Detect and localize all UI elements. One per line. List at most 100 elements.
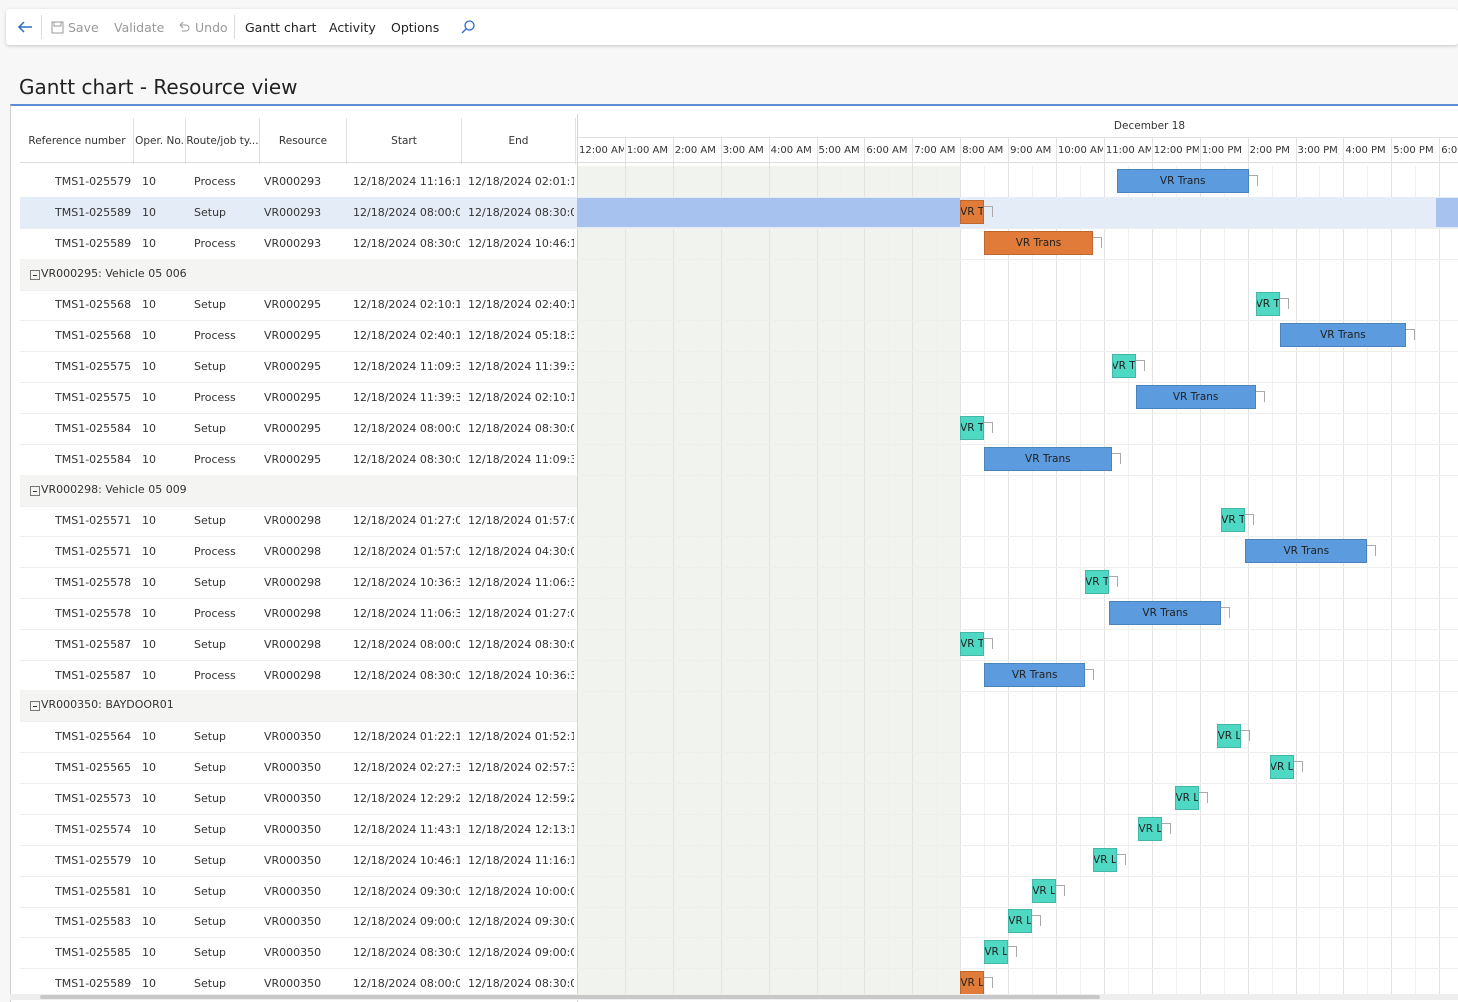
minus — [33, 706, 37, 707]
cell-start: 12/18/2024 08:00:00 — [353, 977, 460, 990]
undo-button[interactable]: Undo — [195, 20, 228, 35]
gantt-bar[interactable]: VR L — [960, 971, 984, 995]
cell-ref: TMS1-025583 — [55, 915, 132, 928]
gantt-bar[interactable]: VR T — [960, 200, 984, 224]
cell-end: 12/18/2024 01:57:00 — [468, 514, 574, 527]
cell-end: 12/18/2024 02:10:12 — [468, 391, 574, 404]
cell-route: Setup — [194, 298, 258, 311]
cell-ref: TMS1-025578 — [55, 607, 132, 620]
search-button[interactable] — [460, 19, 476, 35]
gantt-bar[interactable]: VR Trans — [984, 447, 1111, 471]
gantt-bar[interactable]: VR L — [1032, 879, 1056, 903]
column-header[interactable]: Route/job ty... — [186, 118, 260, 164]
connector — [1199, 792, 1208, 803]
gantt-bar[interactable]: VR T — [1085, 570, 1109, 594]
connector — [984, 206, 993, 217]
cell-start: 12/18/2024 08:00:00 — [353, 206, 460, 219]
cell-oper: 10 — [142, 453, 184, 466]
cell-route: Process — [194, 329, 258, 342]
gantt-bar[interactable]: VR T — [960, 416, 984, 440]
collapse-toggle[interactable] — [30, 486, 40, 496]
cell-route: Setup — [194, 792, 258, 805]
cell-resource: VR000298 — [264, 545, 345, 558]
gantt-bar[interactable]: VR Trans — [1280, 323, 1406, 347]
cell-ref: TMS1-025589 — [55, 206, 132, 219]
back-button[interactable] — [16, 19, 34, 35]
gantt-bar[interactable]: VR L — [1008, 909, 1032, 933]
cell-resource: VR000350 — [264, 823, 345, 836]
minus — [33, 491, 37, 492]
cell-route: Setup — [194, 915, 258, 928]
separator — [41, 15, 42, 39]
column-header[interactable]: End — [462, 118, 576, 164]
cell-oper: 10 — [142, 514, 184, 527]
cell-route: Process — [194, 669, 258, 682]
collapse-toggle[interactable] — [30, 270, 40, 280]
cell-resource: VR000298 — [264, 669, 345, 682]
connector — [1241, 730, 1250, 741]
cell-route: Setup — [194, 730, 258, 743]
gantt-bar[interactable]: VR T — [1112, 354, 1136, 378]
cell-start: 12/18/2024 08:00:00 — [353, 638, 460, 651]
cell-ref: TMS1-025573 — [55, 792, 132, 805]
cell-ref: TMS1-025574 — [55, 823, 132, 836]
gantt-bar[interactable]: VR L — [1175, 786, 1199, 810]
cell-end: 12/18/2024 11:09:36 — [468, 453, 574, 466]
minus — [33, 275, 37, 276]
collapse-toggle[interactable] — [30, 701, 40, 711]
cell-ref: TMS1-025584 — [55, 422, 132, 435]
cell-oper: 10 — [142, 545, 184, 558]
cell-end: 12/18/2024 08:30:00 — [468, 977, 574, 990]
gantt-bar[interactable]: VR L — [1270, 755, 1294, 779]
cell-ref: TMS1-025587 — [55, 669, 132, 682]
hour-label: 9:00 AM — [1010, 145, 1055, 156]
connector — [1280, 298, 1289, 309]
validate-button[interactable]: Validate — [114, 20, 164, 35]
column-header[interactable]: Oper. No. — [134, 118, 186, 164]
connector — [1032, 915, 1041, 926]
scrollbar[interactable] — [10, 994, 1458, 1000]
options-button[interactable]: Options — [391, 20, 439, 35]
cell-start: 12/18/2024 08:30:00 — [353, 946, 460, 959]
cell-start: 12/18/2024 11:06:36 — [353, 607, 460, 620]
gantt-bar[interactable]: VR Trans — [984, 231, 1093, 255]
cell-route: Setup — [194, 638, 258, 651]
gantt-bar[interactable]: VR Trans — [1136, 385, 1256, 409]
scroll-thumb[interactable] — [40, 995, 1100, 999]
gantt-bar[interactable]: VR Trans — [1117, 169, 1249, 193]
cell-ref: TMS1-025571 — [55, 514, 132, 527]
cell-start: 12/18/2024 01:57:00 — [353, 545, 460, 558]
gantt-bar[interactable]: VR L — [1217, 724, 1241, 748]
activity-button[interactable]: Activity — [329, 20, 376, 35]
save-button[interactable]: Save — [68, 20, 99, 35]
column-header[interactable]: Start — [347, 118, 462, 164]
save-icon — [51, 21, 64, 34]
column-header[interactable]: Reference number — [21, 118, 134, 164]
gantt-bar[interactable]: VR T — [960, 632, 984, 656]
cell-route: Setup — [194, 422, 258, 435]
cell-oper: 10 — [142, 298, 184, 311]
hour-label: 12:00 PM — [1154, 145, 1199, 156]
gantt-button[interactable]: Gantt chart — [245, 20, 317, 35]
cell-end: 12/18/2024 08:30:00 — [468, 422, 574, 435]
hour-label: 4:00 AM — [771, 145, 816, 156]
cell-start: 12/18/2024 02:40:12 — [353, 329, 460, 342]
cell-resource: VR000298 — [264, 607, 345, 620]
column-header[interactable]: Resource — [260, 118, 347, 164]
cell-route: Process — [194, 545, 258, 558]
cell-resource: VR000293 — [264, 175, 345, 188]
group-label: VR000350: BAYDOOR01 — [41, 698, 174, 711]
gantt-bar[interactable]: VR Trans — [984, 663, 1085, 687]
gantt-bar[interactable]: VR T — [1256, 292, 1280, 316]
gantt-bar[interactable]: VR L — [984, 940, 1008, 964]
cell-resource: VR000350 — [264, 946, 345, 959]
cell-end: 12/18/2024 10:00:00 — [468, 885, 574, 898]
gantt-bar[interactable]: VR Trans — [1245, 539, 1367, 563]
gantt-bar[interactable]: VR L — [1093, 848, 1117, 872]
cell-oper: 10 — [142, 607, 184, 620]
gantt-bar[interactable]: VR L — [1138, 817, 1162, 841]
gantt-bar[interactable]: VR T — [1221, 508, 1245, 532]
gantt-bar[interactable]: VR Trans — [1109, 601, 1221, 625]
cell-start: 12/18/2024 08:30:00 — [353, 237, 460, 250]
